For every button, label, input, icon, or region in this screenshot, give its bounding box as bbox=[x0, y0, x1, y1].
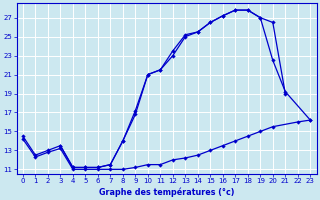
X-axis label: Graphe des températures (°c): Graphe des températures (°c) bbox=[99, 187, 234, 197]
